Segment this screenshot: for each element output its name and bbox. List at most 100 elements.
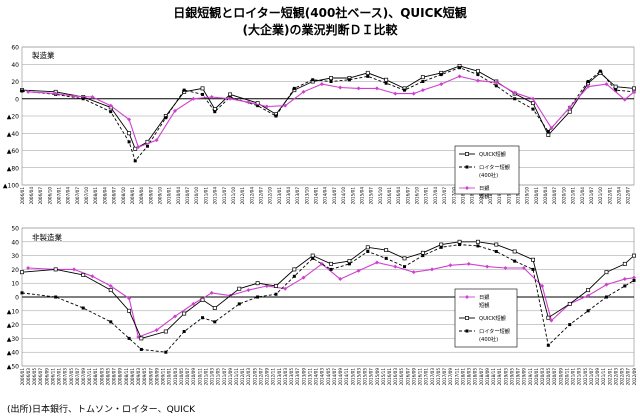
x-tick-label: 2006/11 bbox=[50, 368, 55, 386]
data-point bbox=[127, 336, 131, 340]
series-3 bbox=[20, 243, 636, 354]
x-tick-label: 2015/03 bbox=[356, 368, 361, 386]
data-point bbox=[108, 283, 113, 288]
data-point bbox=[209, 95, 214, 100]
data-point bbox=[228, 96, 233, 101]
data-point bbox=[81, 97, 85, 101]
data-point bbox=[213, 110, 217, 114]
x-tick-label: 2009/10 bbox=[158, 187, 163, 205]
data-point bbox=[338, 85, 343, 90]
legend-label: (400社) bbox=[479, 335, 498, 343]
x-tick-label: 2015/07 bbox=[369, 368, 374, 386]
y-tick-label: 20 bbox=[11, 267, 19, 274]
data-point bbox=[466, 261, 471, 266]
data-point bbox=[458, 66, 462, 70]
x-tick-label: 2010/07 bbox=[185, 187, 190, 205]
data-point bbox=[549, 126, 554, 131]
x-tick-label: 2010/03 bbox=[173, 368, 178, 386]
data-point bbox=[108, 288, 113, 293]
data-point bbox=[133, 146, 138, 151]
x-tick-label: 2016/01 bbox=[387, 187, 392, 205]
x-tick-label: 2016/07 bbox=[405, 187, 410, 205]
x-tick-label: 2022/09 bbox=[632, 368, 637, 386]
data-point bbox=[255, 281, 260, 286]
y-tick-label: 40 bbox=[11, 239, 19, 246]
data-point bbox=[237, 286, 242, 291]
data-point bbox=[604, 295, 608, 299]
chart-title-line2: (大企業)の業況判断ＤＩ比較 bbox=[242, 23, 398, 37]
data-point bbox=[182, 88, 186, 92]
data-point bbox=[457, 239, 462, 244]
legend-label: 日銀 bbox=[479, 184, 489, 192]
y-tick-label: ▲100 bbox=[3, 183, 19, 190]
x-tick-label: 2009/03 bbox=[136, 368, 141, 386]
x-tick-label: 2018/10 bbox=[488, 187, 493, 205]
x-tick-label: 2006/01 bbox=[20, 368, 25, 386]
x-tick-label: 2019/07 bbox=[516, 368, 521, 386]
x-tick-label: 2020/07 bbox=[552, 368, 557, 386]
data-point bbox=[512, 90, 517, 95]
x-tick-label: 2009/01 bbox=[130, 187, 135, 205]
x-tick-label: 2013/11 bbox=[307, 368, 312, 386]
x-tick-label: 2012/03 bbox=[246, 368, 251, 386]
data-point bbox=[212, 306, 217, 310]
x-tick-label: 2010/11 bbox=[197, 368, 202, 386]
x-tick-label: 2017/10 bbox=[451, 187, 456, 205]
data-point bbox=[347, 78, 351, 82]
legend-label: 短観 bbox=[479, 192, 489, 200]
data-point bbox=[246, 100, 251, 105]
x-tick-label: 2016/07 bbox=[405, 368, 410, 386]
x-tick-label: 2008/04 bbox=[102, 187, 107, 205]
x-tick-label: 2007/04 bbox=[66, 187, 71, 205]
x-tick-label: 2017/11 bbox=[454, 368, 459, 386]
x-tick-label: 2015/09 bbox=[375, 368, 380, 386]
data-point bbox=[567, 109, 572, 114]
legend-swatch-marker bbox=[465, 186, 469, 190]
data-point bbox=[201, 316, 205, 320]
x-tick-label: 2008/07 bbox=[112, 187, 117, 205]
data-point bbox=[311, 256, 315, 260]
data-point bbox=[310, 253, 315, 258]
data-point bbox=[546, 315, 551, 320]
data-point bbox=[568, 323, 572, 327]
data-point bbox=[127, 117, 132, 122]
data-point bbox=[356, 86, 361, 91]
x-tick-label: 2011/05 bbox=[216, 368, 221, 386]
data-point bbox=[403, 88, 406, 92]
x-tick-label: 2021/11 bbox=[601, 368, 606, 386]
data-point bbox=[475, 239, 480, 244]
data-point bbox=[20, 270, 24, 275]
x-tick-label: 2021/05 bbox=[583, 368, 588, 386]
x-tick-label: 2013/07 bbox=[295, 368, 300, 386]
data-point bbox=[384, 256, 388, 260]
y-tick-label: ▲30 bbox=[7, 336, 19, 343]
x-tick-label: 2021/01 bbox=[571, 368, 576, 386]
data-point bbox=[200, 86, 205, 91]
x-tick-label: 2015/07 bbox=[369, 187, 374, 205]
y-tick-label: ▲20 bbox=[7, 114, 19, 121]
data-point bbox=[622, 97, 627, 102]
data-point bbox=[485, 264, 490, 269]
data-point bbox=[329, 76, 334, 80]
x-tick-label: 2008/05 bbox=[105, 368, 110, 386]
data-point bbox=[329, 261, 334, 266]
data-point bbox=[154, 138, 159, 143]
data-point bbox=[139, 336, 144, 341]
x-tick-label: 2007/03 bbox=[63, 368, 68, 386]
data-point bbox=[521, 266, 526, 271]
legend-swatch-marker bbox=[465, 165, 469, 169]
data-point bbox=[256, 295, 260, 299]
series-2 bbox=[20, 239, 636, 341]
data-point bbox=[164, 116, 168, 120]
x-tick-label: 2009/11 bbox=[161, 368, 166, 386]
series-3 bbox=[26, 74, 636, 150]
legend-label: (400社) bbox=[479, 171, 498, 179]
data-point bbox=[311, 78, 315, 82]
y-tick-label: ▲40 bbox=[7, 350, 19, 357]
data-point bbox=[127, 131, 132, 136]
x-tick-label: 2010/10 bbox=[194, 187, 199, 205]
x-tick-label: 2017/07 bbox=[442, 368, 447, 386]
data-point bbox=[191, 96, 196, 101]
